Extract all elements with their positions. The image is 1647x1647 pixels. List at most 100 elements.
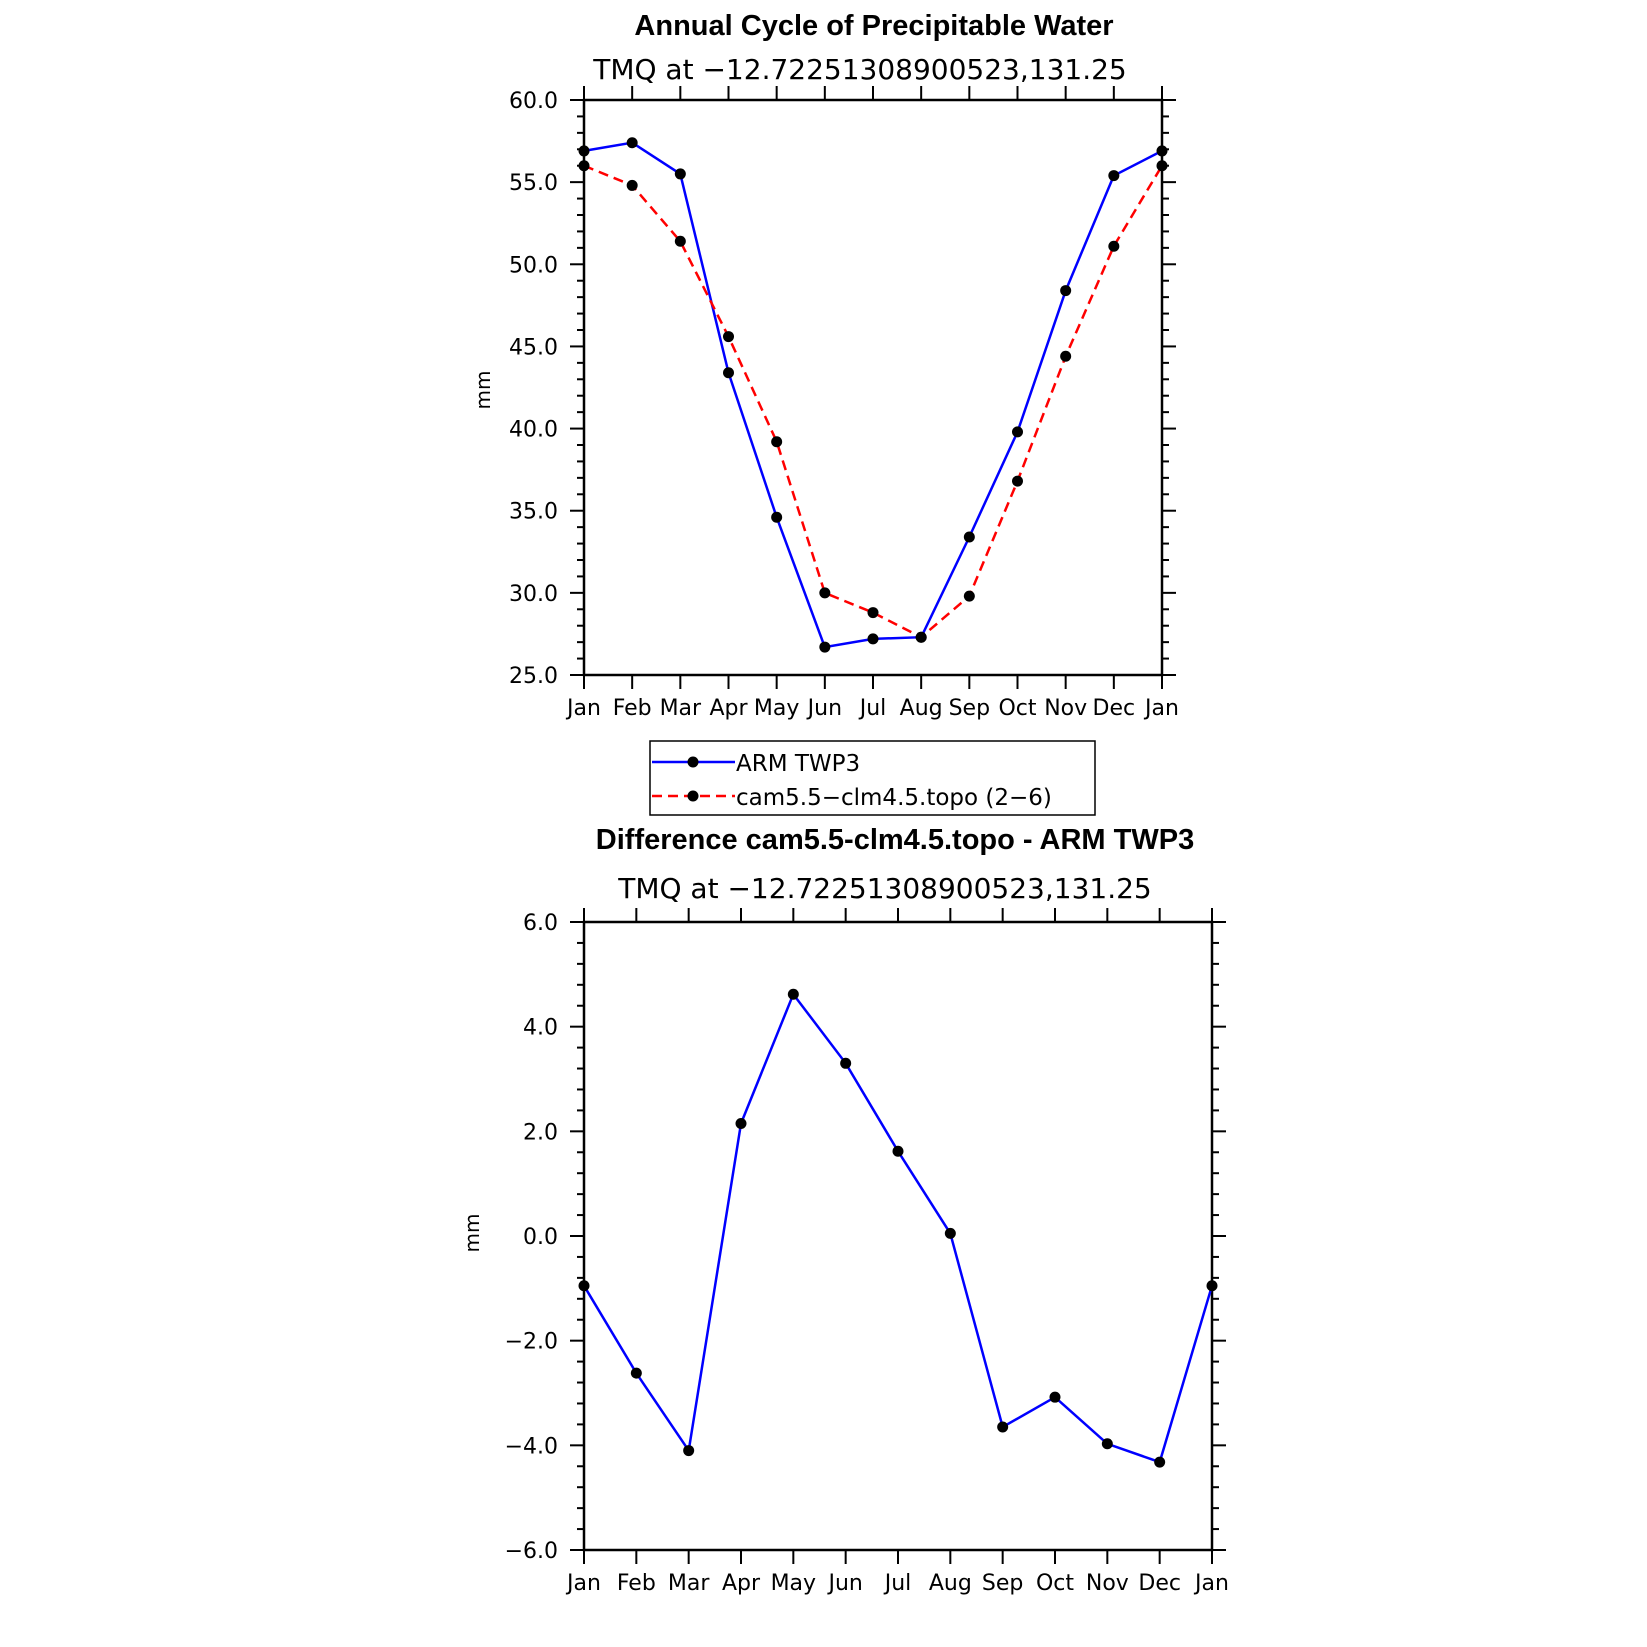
data-point-s0-5 — [819, 641, 831, 653]
chart2-subtitle: TMQ at −12.72251308900523,131.25 — [617, 872, 1152, 905]
y-tick-label: 50.0 — [509, 253, 558, 278]
chart2-plot-frame — [582, 920, 1214, 1552]
data-point-s1-12 — [1156, 160, 1168, 172]
chart2-ticks: Jan Feb Mar Apr May Jun Jul Aug Sep Oct Nov Dec Jan−… — [505, 908, 1229, 1596]
data-point-s1-11 — [1108, 240, 1120, 252]
data-point-s0-3 — [723, 367, 734, 379]
y-tick-label: 35.0 — [509, 500, 558, 525]
y-tick-label: 30.0 — [509, 582, 558, 607]
x-tick-label: Dec — [1138, 1571, 1181, 1596]
x-tick-label: Mar — [660, 696, 702, 721]
difference-chart: Difference cam5.5-clm4.5.topo - ARM TWP3… — [460, 824, 1229, 1596]
legend-entry-arm: ARM TWP3 — [652, 751, 860, 777]
data-point-s1-5 — [819, 587, 831, 599]
x-tick-label: Mar — [668, 1571, 710, 1596]
x-tick-label: May — [771, 1571, 816, 1596]
data-point-s0-1 — [630, 1367, 642, 1379]
x-tick-label: Jul — [883, 1571, 912, 1596]
series-line-1 — [583, 164, 1164, 639]
data-point-s0-3 — [735, 1117, 747, 1129]
y-tick-label: −4.0 — [505, 1434, 558, 1459]
chart1-series-lines — [583, 141, 1164, 649]
y-tick-label: 45.0 — [509, 335, 558, 360]
data-point-s0-8 — [963, 531, 975, 543]
data-point-s0-12 — [1156, 145, 1168, 157]
x-tick-label: Feb — [617, 1571, 656, 1596]
x-tick-label: Aug — [900, 696, 943, 721]
annual-cycle-chart: Annual Cycle of Precipitable Water TMQ a… — [471, 10, 1179, 721]
legend-arm-marker — [687, 756, 699, 768]
data-point-s1-10 — [1060, 350, 1072, 362]
chart2-series-lines — [582, 991, 1214, 1464]
legend: ARM TWP3 cam5.5−clm4.5.topo (2−6) — [649, 740, 1096, 816]
chart1-ticks: Jan Feb Mar Apr May Jun Jul Aug Sep Oct Nov Dec Jan 2… — [509, 86, 1179, 721]
data-point-s1-1 — [626, 179, 638, 191]
data-point-s0-7 — [944, 1227, 956, 1239]
data-point-s0-6 — [867, 633, 879, 645]
data-point-s0-2 — [683, 1445, 695, 1457]
legend-box — [649, 740, 1096, 816]
data-point-s1-7 — [915, 631, 927, 643]
chart1-plot-frame — [582, 98, 1164, 677]
y-tick-label: 4.0 — [523, 1016, 558, 1041]
chart2-ylabel: mm — [460, 1214, 484, 1253]
data-point-s0-12 — [1206, 1280, 1218, 1292]
legend-arm-label: ARM TWP3 — [736, 751, 860, 777]
legend-cam-marker — [687, 790, 699, 802]
x-tick-label: Feb — [613, 696, 652, 721]
y-tick-label: 6.0 — [523, 911, 558, 936]
x-tick-label: Jun — [806, 696, 842, 721]
data-point-s0-0 — [578, 1280, 590, 1292]
y-tick-label: 55.0 — [509, 171, 558, 196]
data-point-s1-9 — [1012, 475, 1023, 487]
legend-entry-cam: cam5.5−clm4.5.topo (2−6) — [652, 785, 1052, 811]
data-point-s0-9 — [1049, 1391, 1061, 1403]
data-point-s0-4 — [771, 511, 783, 523]
x-tick-label: Apr — [709, 696, 748, 721]
x-tick-label: Jan — [1193, 1571, 1229, 1596]
data-point-s1-4 — [771, 436, 783, 448]
legend-cam-label: cam5.5−clm4.5.topo (2−6) — [736, 785, 1052, 811]
x-tick-label: Jan — [565, 1571, 601, 1596]
data-point-s0-9 — [1012, 426, 1023, 438]
x-tick-label: Jan — [1143, 696, 1179, 721]
x-tick-label: Dec — [1093, 696, 1136, 721]
data-point-s1-6 — [867, 607, 879, 619]
data-point-s0-4 — [787, 988, 799, 1000]
y-tick-label: −6.0 — [505, 1539, 558, 1564]
data-point-s0-8 — [997, 1421, 1009, 1433]
data-point-s0-6 — [892, 1145, 904, 1157]
x-tick-label: May — [754, 696, 799, 721]
x-tick-label: Jun — [826, 1571, 862, 1596]
chart1-ylabel: mm — [471, 371, 495, 410]
y-tick-label: 2.0 — [523, 1120, 558, 1145]
series-line-0 — [582, 991, 1214, 1464]
chart1-subtitle: TMQ at −12.72251308900523,131.25 — [592, 53, 1127, 86]
x-tick-label: Nov — [1044, 696, 1087, 721]
data-point-s0-11 — [1108, 170, 1120, 182]
y-tick-label: 60.0 — [509, 89, 558, 114]
data-point-s0-10 — [1060, 285, 1072, 297]
data-point-s1-0 — [578, 160, 590, 172]
x-tick-label: Aug — [929, 1571, 972, 1596]
chart2-title: Difference cam5.5-clm4.5.topo - ARM TWP3 — [596, 824, 1194, 856]
chart2-data-points — [578, 988, 1218, 1468]
x-tick-label: Jan — [565, 696, 601, 721]
x-tick-label: Nov — [1086, 1571, 1129, 1596]
data-point-s0-2 — [674, 168, 686, 180]
data-point-s0-1 — [626, 137, 638, 149]
x-tick-label: Apr — [722, 1571, 761, 1596]
x-tick-label: Jul — [858, 696, 887, 721]
x-tick-label: Sep — [949, 696, 990, 721]
data-point-s1-2 — [674, 235, 686, 247]
y-tick-label: 0.0 — [523, 1225, 558, 1250]
series-line-0 — [583, 141, 1163, 649]
y-tick-label: 25.0 — [509, 664, 558, 689]
data-point-s1-8 — [963, 590, 975, 602]
x-tick-label: Oct — [1036, 1571, 1074, 1596]
y-tick-label: 40.0 — [509, 418, 558, 443]
y-tick-label: −2.0 — [505, 1330, 558, 1355]
data-point-s0-0 — [578, 145, 590, 157]
data-point-s0-11 — [1154, 1456, 1166, 1468]
